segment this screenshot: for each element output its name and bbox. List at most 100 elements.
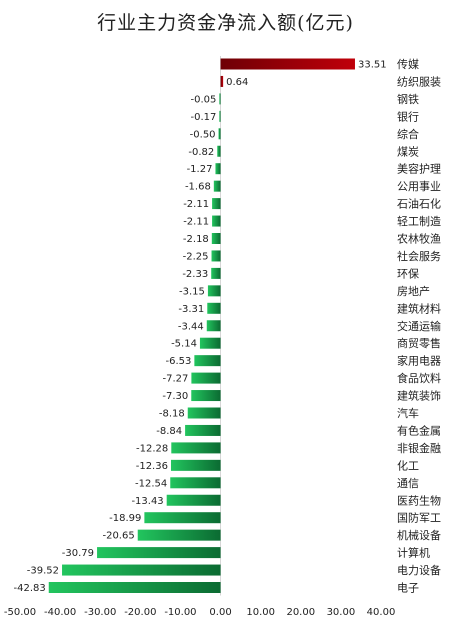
category-label: 石油石化 (397, 197, 441, 211)
data-label: -2.25 (183, 251, 209, 262)
category-label: 化工 (397, 458, 419, 472)
bar-轻工制造 (212, 215, 221, 227)
bar-建筑装饰 (191, 390, 221, 402)
data-label: -1.27 (187, 164, 213, 175)
data-label: -3.31 (178, 304, 204, 315)
chart-title: 行业主力资金净流入额(亿元) (97, 12, 354, 34)
data-label: -12.54 (135, 478, 167, 489)
bar-通信 (170, 477, 221, 489)
x-tick-label: -50.00 (4, 607, 36, 618)
category-label: 有色金属 (397, 423, 441, 437)
category-label: 计算机 (397, 546, 430, 560)
bar-食品饮料 (191, 372, 221, 384)
data-label: -0.05 (190, 94, 216, 105)
category-label: 食品饮料 (397, 371, 441, 385)
bar-汽车 (187, 407, 221, 419)
bar-国防军工 (144, 512, 221, 524)
data-label: -30.79 (62, 548, 94, 559)
bar-综合 (218, 128, 221, 140)
data-label: 0.64 (226, 77, 248, 88)
category-label: 机械设备 (397, 528, 441, 542)
category-label: 通信 (397, 477, 419, 490)
data-label: -2.18 (183, 234, 209, 245)
x-tick-label: 30.00 (327, 607, 356, 618)
category-label: 公用事业 (397, 180, 441, 193)
bar-纺织服装 (220, 75, 224, 87)
category-label: 家用电器 (397, 354, 441, 368)
bar-计算机 (97, 547, 221, 559)
data-label: -1.68 (185, 182, 211, 193)
bar-机械设备 (137, 529, 221, 541)
category-label: 建筑装饰 (397, 389, 441, 403)
data-label: -13.43 (131, 496, 163, 507)
category-label: 电子 (397, 582, 419, 595)
data-label: -8.84 (156, 426, 182, 437)
data-label: -12.28 (136, 443, 168, 454)
category-label: 轻工制造 (397, 214, 441, 228)
category-label: 非银金融 (397, 441, 441, 455)
x-tick-label: 10.00 (246, 607, 275, 618)
data-label: -8.18 (159, 409, 185, 420)
bar-电子 (48, 582, 221, 593)
bar-有色金属 (185, 424, 221, 436)
bar-建筑材料 (207, 302, 221, 314)
category-label: 建筑材料 (397, 301, 441, 315)
data-label: -7.30 (162, 391, 188, 402)
data-label: -7.27 (163, 374, 189, 385)
data-label: 33.51 (358, 60, 387, 71)
category-label: 房地产 (397, 284, 430, 298)
category-label: 农林牧渔 (397, 232, 441, 246)
category-label: 银行 (397, 109, 419, 123)
data-label: -39.52 (27, 566, 59, 577)
data-label: -2.11 (183, 217, 209, 228)
bar-医药生物 (166, 494, 221, 506)
data-label: -5.14 (171, 339, 197, 350)
bar-农林牧渔 (211, 233, 221, 244)
category-label: 综合 (397, 127, 419, 141)
bar-银行 (219, 110, 221, 122)
bar-化工 (170, 459, 221, 471)
data-label: -42.83 (14, 583, 46, 594)
category-label: 钢铁 (397, 93, 419, 106)
data-label: -0.50 (190, 129, 216, 140)
category-label: 纺织服装 (397, 74, 441, 88)
bar-石油石化 (212, 198, 221, 210)
bar-煤炭 (217, 145, 221, 157)
data-label: -0.17 (190, 112, 216, 123)
bar-环保 (211, 267, 221, 279)
data-label: -2.33 (182, 269, 208, 280)
category-label: 交通运输 (397, 319, 441, 333)
category-label: 国防军工 (397, 511, 441, 525)
x-tick-label: 20.00 (286, 607, 315, 618)
x-tick-label: 40.00 (367, 607, 396, 618)
data-label: -6.53 (165, 356, 191, 367)
data-label: -20.65 (102, 531, 134, 542)
data-label: -12.36 (136, 461, 168, 472)
bar-社会服务 (211, 250, 221, 262)
bar-美容护理 (215, 163, 221, 175)
data-label: -0.82 (188, 147, 214, 158)
bar-非银金融 (171, 442, 221, 454)
bar-电力设备 (62, 564, 221, 576)
category-label: 医药生物 (397, 493, 441, 507)
category-label: 电力设备 (397, 563, 441, 577)
x-tick-label: -20.00 (124, 607, 156, 618)
data-label: -3.44 (178, 321, 204, 332)
category-label: 煤炭 (397, 145, 419, 158)
bar-交通运输 (206, 320, 221, 332)
bar-房地产 (207, 285, 221, 297)
data-label: -2.11 (183, 199, 209, 210)
category-label: 美容护理 (397, 162, 441, 176)
data-label: -18.99 (109, 513, 141, 524)
category-label: 传媒 (397, 58, 419, 71)
bar-公用事业 (213, 180, 221, 192)
category-label: 商贸零售 (397, 336, 441, 350)
bar-传媒 (220, 58, 355, 70)
x-tick-label: -10.00 (164, 607, 196, 618)
x-tick-label: -30.00 (84, 607, 116, 618)
category-label: 汽车 (397, 406, 419, 420)
x-tick-label: 0.00 (209, 607, 231, 618)
category-label: 社会服务 (397, 249, 441, 263)
bar-商贸零售 (199, 337, 221, 349)
